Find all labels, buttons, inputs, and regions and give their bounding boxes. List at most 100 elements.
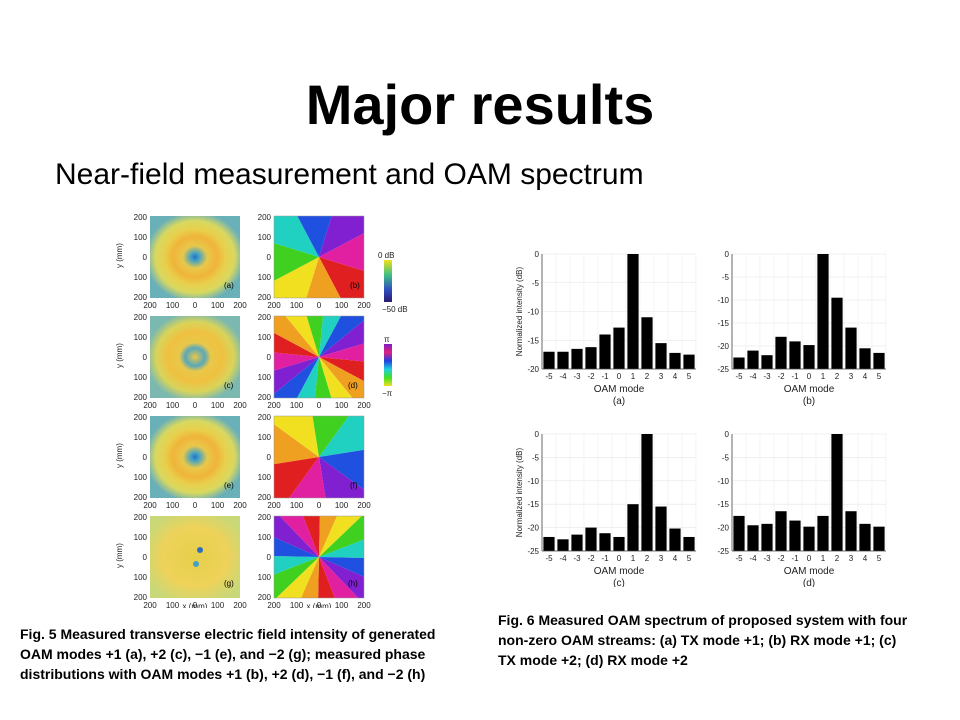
x-tick-label: 0 — [193, 601, 198, 608]
bar — [571, 348, 583, 369]
phase-colorbar-bottom: −π — [382, 389, 393, 398]
x-tick-label: 200 — [233, 501, 247, 510]
y-tick-label: -5 — [532, 453, 540, 462]
y-tick-label: -15 — [717, 500, 729, 509]
y-tick-label: 200 — [134, 413, 148, 422]
x-tick-label: 5 — [687, 554, 692, 563]
panel-b: (b) — [273, 215, 365, 299]
bar — [655, 506, 667, 551]
bar — [775, 336, 787, 369]
x-tick-label: 1 — [821, 554, 826, 563]
y-tick-label: 100 — [258, 473, 272, 482]
fig5-caption: Fig. 5 Measured transverse electric fiel… — [20, 626, 436, 682]
y-tick-label: 200 — [134, 213, 148, 222]
x-tick-label: 1 — [631, 554, 636, 563]
x-axis-label: OAM mode — [784, 384, 835, 395]
y-tick-label: 200 — [134, 593, 148, 602]
bar — [789, 341, 801, 369]
x-tick-label: 100 — [211, 401, 225, 410]
panel-label: (d) — [803, 578, 815, 587]
x-tick-label: 0 — [193, 401, 198, 410]
bar — [557, 351, 569, 369]
x-tick-label: 200 — [267, 601, 281, 608]
y-tick-label: 100 — [258, 373, 272, 382]
y-tick-label: 0 — [535, 430, 540, 439]
bar — [557, 539, 569, 551]
intensity-colorbar-bottom: −50 dB — [382, 305, 408, 314]
intensity-colorbar: 0 dB −50 dB — [378, 251, 408, 314]
bar — [873, 526, 885, 551]
y-tick-label: 200 — [258, 313, 272, 322]
x-tick-label: 100 — [211, 501, 225, 510]
slide-subtitle: Near-field measurement and OAM spectrum — [55, 158, 644, 191]
y-tick-label: -20 — [527, 365, 539, 374]
x-tick-label: 0 — [617, 372, 622, 381]
panel-e: (e) — [150, 416, 240, 498]
x-tick-label: -4 — [559, 554, 567, 563]
panel-label-g: (g) — [224, 579, 234, 588]
bar — [859, 348, 871, 369]
bar — [775, 511, 787, 551]
y-tick-label: 0 — [143, 553, 148, 562]
x-tick-label: 200 — [143, 601, 157, 608]
x-tick-label: 200 — [143, 301, 157, 310]
y-tick-label: -10 — [527, 477, 539, 486]
y-tick-label: 100 — [258, 333, 272, 342]
x-tick-label: -4 — [749, 372, 757, 381]
x-tick-label: 100 — [335, 501, 349, 510]
x-tick-label: 100 — [290, 401, 304, 410]
y-tick-label: 200 — [134, 393, 148, 402]
fig6-caption: Fig. 6 Measured OAM spectrum of proposed… — [498, 612, 908, 668]
bar — [733, 515, 745, 551]
x-tick-label: -4 — [749, 554, 757, 563]
x-tick-label: 0 — [317, 601, 322, 608]
y-tick-label: 100 — [134, 533, 148, 542]
y-tick-label: -25 — [717, 547, 729, 556]
bar — [669, 528, 681, 551]
y-tick-label: 200 — [258, 493, 272, 502]
bar — [543, 351, 555, 369]
y-axis-label: y (mm) — [115, 543, 124, 568]
y-tick-label: 200 — [258, 393, 272, 402]
bar — [641, 434, 653, 551]
x-tick-label: 200 — [357, 401, 371, 410]
panel-g: (g) — [150, 516, 240, 598]
x-axis-label: x (mm) — [307, 602, 332, 608]
x-tick-label: 5 — [877, 554, 882, 563]
y-tick-label: 100 — [134, 273, 148, 282]
bar — [733, 357, 745, 369]
y-tick-label: 100 — [134, 373, 148, 382]
bar — [669, 352, 681, 369]
x-tick-label: 2 — [835, 554, 840, 563]
panel-label: (a) — [613, 396, 625, 407]
y-tick-label: 0 — [725, 430, 730, 439]
x-tick-label: 200 — [357, 501, 371, 510]
x-tick-label: -3 — [573, 372, 581, 381]
x-tick-label: 200 — [143, 501, 157, 510]
y-tick-label: 200 — [134, 313, 148, 322]
y-tick-label: -20 — [527, 524, 539, 533]
x-tick-label: -2 — [587, 554, 595, 563]
x-tick-label: -5 — [735, 372, 743, 381]
bar — [571, 534, 583, 551]
bar — [789, 520, 801, 551]
y-tick-label: 0 — [143, 253, 148, 262]
panel-d: (d) — [273, 315, 365, 399]
panel-c: (c) — [150, 316, 240, 398]
y-tick-label: 100 — [134, 473, 148, 482]
x-tick-label: 100 — [211, 601, 225, 608]
y-tick-label: 200 — [134, 493, 148, 502]
x-tick-label: -1 — [791, 554, 799, 563]
x-axis-label: OAM mode — [784, 566, 835, 577]
y-tick-label: 200 — [134, 513, 148, 522]
panel-label-f: (f) — [350, 481, 358, 490]
x-tick-label: -1 — [791, 372, 799, 381]
y-tick-label: 200 — [258, 413, 272, 422]
x-tick-label: 0 — [617, 554, 622, 563]
y-tick-label: 100 — [258, 573, 272, 582]
panel-f: (f) — [273, 415, 365, 499]
panel-label-d: (d) — [348, 381, 358, 390]
y-tick-label: 200 — [258, 513, 272, 522]
